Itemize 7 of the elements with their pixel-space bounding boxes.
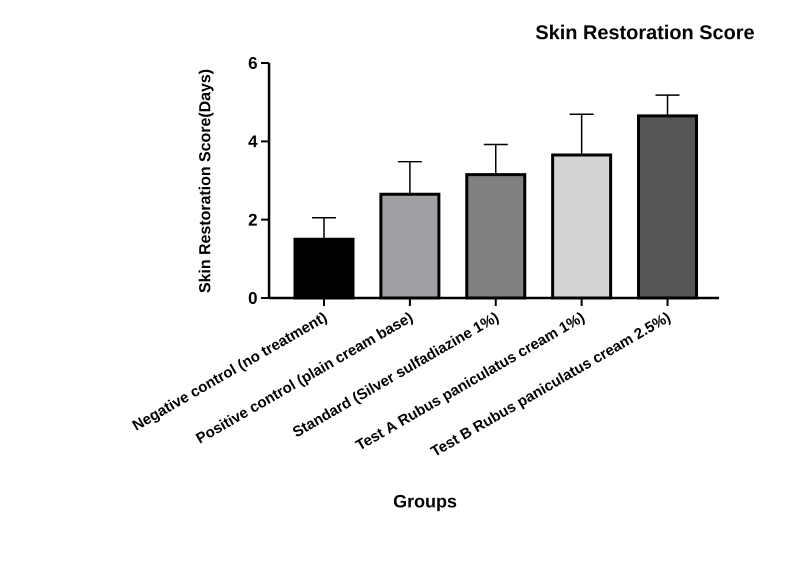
y-tick-label: 6 [248, 56, 257, 69]
y-tick-label: 4 [248, 135, 258, 148]
y-tick-label: 2 [248, 214, 257, 226]
y-axis-title: Skin Restoration Score(Days) [198, 70, 214, 293]
y-tick-label: 0 [248, 292, 257, 304]
chart-title: Skin Restoration Score [536, 24, 754, 40]
x-axis-title: Groups [394, 494, 456, 512]
